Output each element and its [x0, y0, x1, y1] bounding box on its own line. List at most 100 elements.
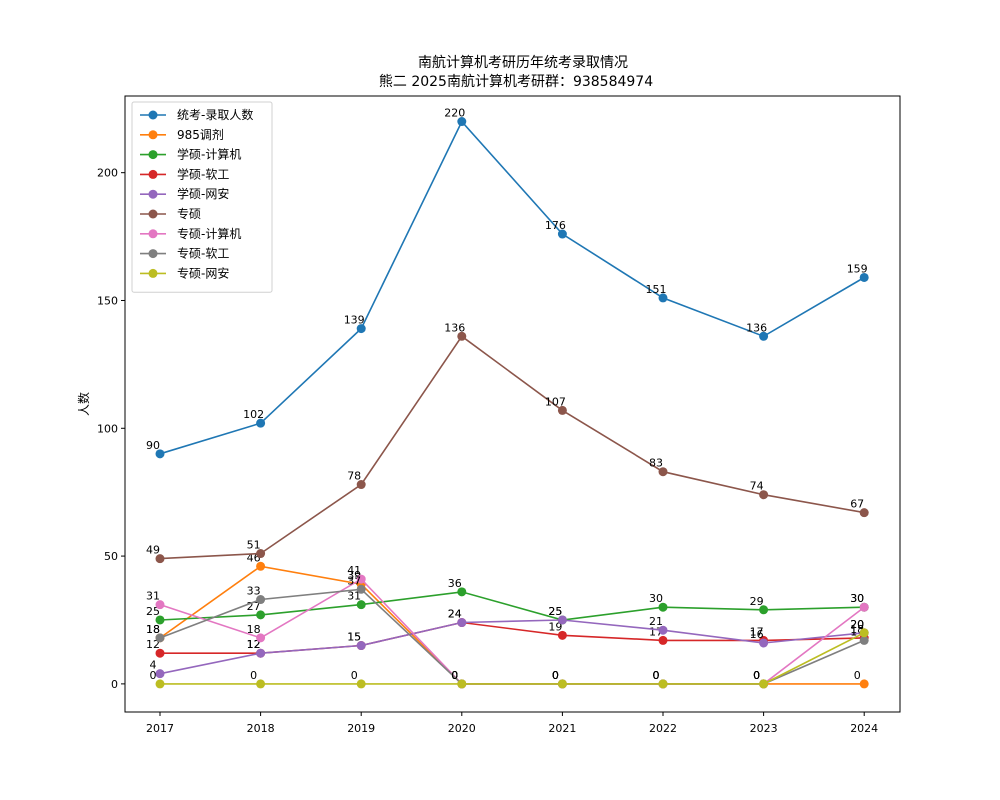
data-point: [557, 679, 567, 689]
data-label: 0: [552, 669, 559, 682]
data-label: 36: [448, 577, 462, 590]
x-axis: 2017 2018 2019 2020 2021 2022 2023 2024: [146, 712, 878, 735]
data-point: [155, 669, 165, 679]
data-label: 15: [347, 631, 361, 644]
data-label: 159: [847, 262, 868, 275]
data-point: [859, 679, 869, 689]
data-point: [155, 554, 165, 564]
data-point: [256, 633, 266, 643]
data-label: 20: [850, 618, 864, 631]
data-point: [658, 679, 668, 689]
series-5: 4 12 15 24 25 21 16 20: [150, 605, 869, 679]
legend-label: 985调剂: [177, 127, 224, 142]
data-point: [256, 610, 266, 620]
x-tick-label: 2017: [146, 722, 174, 735]
data-label: 0: [552, 669, 559, 682]
data-label: 90: [146, 439, 160, 452]
data-label: 15: [347, 631, 361, 644]
data-label: 0: [451, 669, 458, 682]
data-label: 29: [750, 595, 764, 608]
data-label: 0: [150, 669, 157, 682]
data-label: 136: [746, 321, 767, 334]
data-label: 0: [653, 669, 660, 682]
legend-item: 统考-录取人数: [140, 107, 253, 122]
data-point: [557, 615, 567, 625]
x-tick-label: 2022: [649, 722, 677, 735]
data-label: 18: [146, 623, 160, 636]
data-label: 18: [146, 623, 160, 636]
data-label: 0: [653, 669, 660, 682]
data-label: 16: [750, 628, 764, 641]
data-label: 0: [552, 669, 559, 682]
data-point: [658, 467, 668, 477]
data-point: [356, 600, 366, 610]
data-point: [859, 272, 869, 282]
data-point: [759, 605, 769, 615]
data-point: [155, 449, 165, 459]
data-point: [759, 331, 769, 341]
data-label: 176: [545, 219, 566, 232]
legend-item: 学硕-软工: [140, 166, 229, 181]
data-label: 0: [451, 669, 458, 682]
data-label: 0: [250, 669, 257, 682]
data-point: [155, 615, 165, 625]
data-point: [155, 633, 165, 643]
legend-label: 统考-录取人数: [177, 107, 253, 122]
series-6: 49 51 78 136 107 83 74 67: [146, 321, 869, 564]
data-point: [256, 549, 266, 559]
legend-marker: [148, 209, 158, 219]
data-label: 139: [344, 314, 365, 327]
legend-item: 学硕-网安: [140, 186, 229, 201]
legend-label: 学硕-网安: [177, 186, 229, 201]
data-point: [356, 584, 366, 594]
legend-marker: [148, 110, 158, 120]
data-label: 12: [146, 638, 160, 651]
data-label: 74: [750, 480, 764, 493]
x-tick-label: 2018: [247, 722, 275, 735]
data-label: 12: [247, 638, 261, 651]
legend-marker: [148, 229, 158, 239]
data-label: 0: [854, 669, 861, 682]
data-point: [256, 679, 266, 689]
data-point: [356, 574, 366, 584]
legend-item: 专硕-网安: [140, 265, 229, 280]
y-axis-label: 人数: [76, 392, 91, 416]
data-point: [557, 405, 567, 415]
data-label: 102: [243, 408, 264, 421]
data-label: 25: [548, 605, 562, 618]
data-label: 30: [850, 592, 864, 605]
data-label: 18: [247, 623, 261, 636]
y-tick-label: 150: [97, 294, 118, 307]
data-point: [557, 630, 567, 640]
series-1: 90 102 139 220 176 151 136 159: [146, 107, 869, 459]
data-label: 37: [347, 574, 361, 587]
legend-item: 学硕-计算机: [140, 147, 241, 162]
data-point: [155, 679, 165, 689]
legend-marker: [148, 130, 158, 140]
data-label: 51: [247, 539, 261, 552]
data-point: [256, 595, 266, 605]
legend-marker: [148, 189, 158, 199]
series-line: [159, 619, 865, 675]
data-point: [759, 490, 769, 500]
data-label: 0: [753, 669, 760, 682]
x-tick-label: 2024: [850, 722, 878, 735]
data-label: 25: [146, 605, 160, 618]
series-9: 0 0 0 0 0 0 0 20: [150, 618, 869, 689]
legend: 统考-录取人数 985调剂学硕-计算机学硕-软工学硕-网安专硕专硕-计算机专硕-软…: [131, 101, 273, 293]
data-point: [859, 628, 869, 638]
legend-marker: [148, 268, 158, 278]
chart-subtitle: 熊二 2025南航计算机考研群：938584974: [379, 74, 653, 90]
data-point: [759, 638, 769, 648]
y-tick-label: 200: [97, 167, 118, 180]
data-label: 78: [347, 470, 361, 483]
data-point: [356, 324, 366, 334]
y-axis: 0 50 100 150 200: [97, 167, 125, 691]
legend-marker: [148, 249, 158, 259]
data-label: 0: [552, 669, 559, 682]
data-label: 49: [146, 544, 160, 557]
y-tick-label: 50: [104, 550, 118, 563]
series-line: [159, 591, 865, 621]
